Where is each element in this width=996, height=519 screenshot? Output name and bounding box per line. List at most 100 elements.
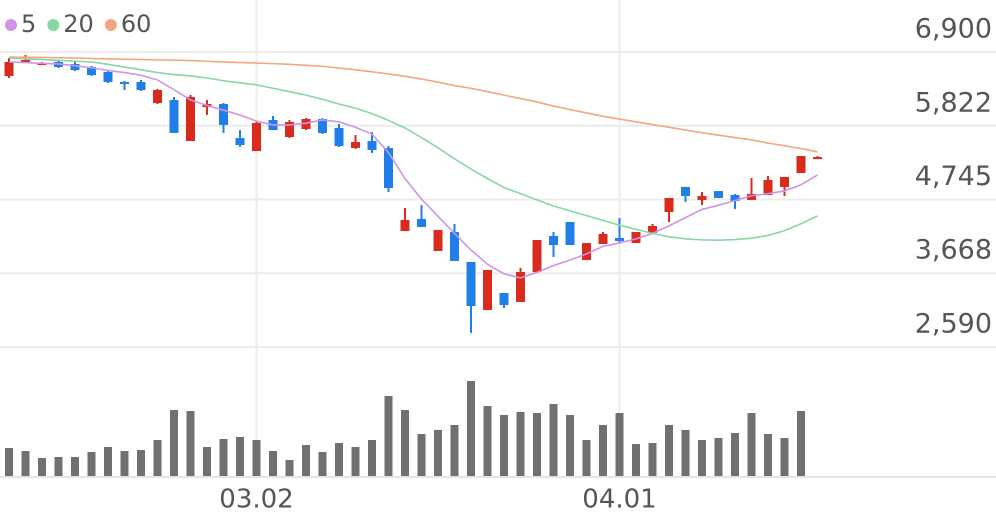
volume-bar (335, 443, 343, 476)
candle-body (763, 179, 773, 195)
candle-body (252, 122, 261, 151)
candle-body (153, 89, 162, 103)
candle-body (103, 71, 113, 82)
legend-label: 20 (63, 10, 94, 38)
candle-body (87, 66, 96, 75)
candle-body (780, 176, 789, 187)
ma-line (8, 56, 818, 153)
candle-body (235, 137, 245, 146)
volume-bar (533, 413, 541, 476)
volume-bar (87, 452, 96, 476)
candle-body (450, 232, 459, 261)
candle-body (532, 240, 542, 272)
y-tick-label: 3,668 (915, 235, 992, 266)
ma-line (8, 61, 818, 279)
candle-body (285, 122, 294, 138)
volume-bar (285, 460, 294, 476)
candle-body (4, 61, 14, 77)
candle-body (615, 237, 624, 241)
candle-body (516, 271, 525, 302)
candle-body (301, 119, 311, 130)
volume-bar (599, 425, 607, 476)
candle-body (483, 269, 492, 310)
volume-bar (351, 447, 360, 476)
x-tick-label: 04.01 (582, 485, 656, 515)
volume-bar (582, 440, 591, 476)
candle-body (318, 119, 327, 133)
candle-body (648, 225, 657, 233)
volume-bar (780, 438, 789, 476)
volume-bar (186, 411, 195, 476)
candle-body (747, 194, 756, 200)
volume-bar (318, 452, 327, 476)
ma-line (8, 57, 818, 242)
volume-bar (38, 458, 46, 476)
volume-bar (483, 406, 492, 476)
volume-bar (5, 448, 13, 476)
candle-body (351, 142, 360, 148)
volume-bar (681, 430, 690, 476)
volume-bar (384, 396, 393, 476)
candle-body (433, 229, 443, 251)
volume-bar (549, 404, 558, 476)
volume-bar (450, 425, 459, 476)
volume-bar (714, 438, 723, 476)
candle-body (664, 197, 674, 213)
candle-body (186, 96, 195, 141)
candle-body (714, 191, 723, 198)
volume-bar (269, 451, 277, 476)
candle-body (169, 99, 179, 133)
candle-body (136, 81, 146, 90)
volume-bar (797, 411, 805, 476)
candle-body (417, 219, 426, 228)
candle-body (21, 60, 30, 63)
y-tick-label: 5,822 (915, 87, 992, 118)
y-tick-label: 2,590 (915, 309, 992, 340)
candle-body (582, 243, 591, 261)
volume-bar (203, 447, 211, 476)
legend-marker (47, 19, 60, 31)
candle-body (631, 232, 641, 244)
candle-body (796, 156, 806, 174)
volume-bar (747, 413, 756, 476)
y-tick-label: 4,745 (915, 161, 992, 192)
volume-bar (236, 437, 244, 476)
candle-body (400, 219, 410, 231)
volume-bar (665, 425, 673, 476)
volume-bar (401, 410, 409, 476)
volume-bar (120, 451, 129, 476)
candle-body (466, 261, 476, 307)
candle-body (120, 81, 129, 85)
volume-bar (252, 440, 261, 476)
candle-body (598, 233, 608, 244)
volume-bar (467, 381, 475, 476)
candle-body (499, 292, 509, 305)
volume-bar (54, 457, 63, 476)
volume-bar (137, 450, 145, 476)
legend-label: 60 (121, 10, 152, 38)
volume-bar (417, 434, 426, 476)
y-tick-label: 6,900 (915, 14, 992, 45)
volume-bar (698, 440, 706, 476)
candle-body (70, 63, 80, 71)
legend-label: 5 (21, 10, 36, 38)
candle-body (565, 222, 575, 246)
candle-body (334, 127, 344, 146)
volume-bar (566, 415, 574, 476)
volume-bar (632, 444, 640, 476)
volume-bar (615, 413, 624, 476)
x-tick-label: 03.02 (219, 485, 293, 515)
volume-bar (368, 440, 376, 476)
volume-bar (21, 451, 30, 476)
candle-body (813, 157, 822, 160)
candle-body (367, 140, 377, 150)
volume-bar (170, 410, 178, 476)
volume-bar (516, 412, 525, 476)
candle-body (219, 104, 228, 125)
volume-bar (764, 434, 772, 476)
volume-bar (434, 430, 442, 476)
legend-marker (5, 19, 17, 31)
candle-body (697, 196, 707, 200)
volume-bar (500, 415, 508, 476)
